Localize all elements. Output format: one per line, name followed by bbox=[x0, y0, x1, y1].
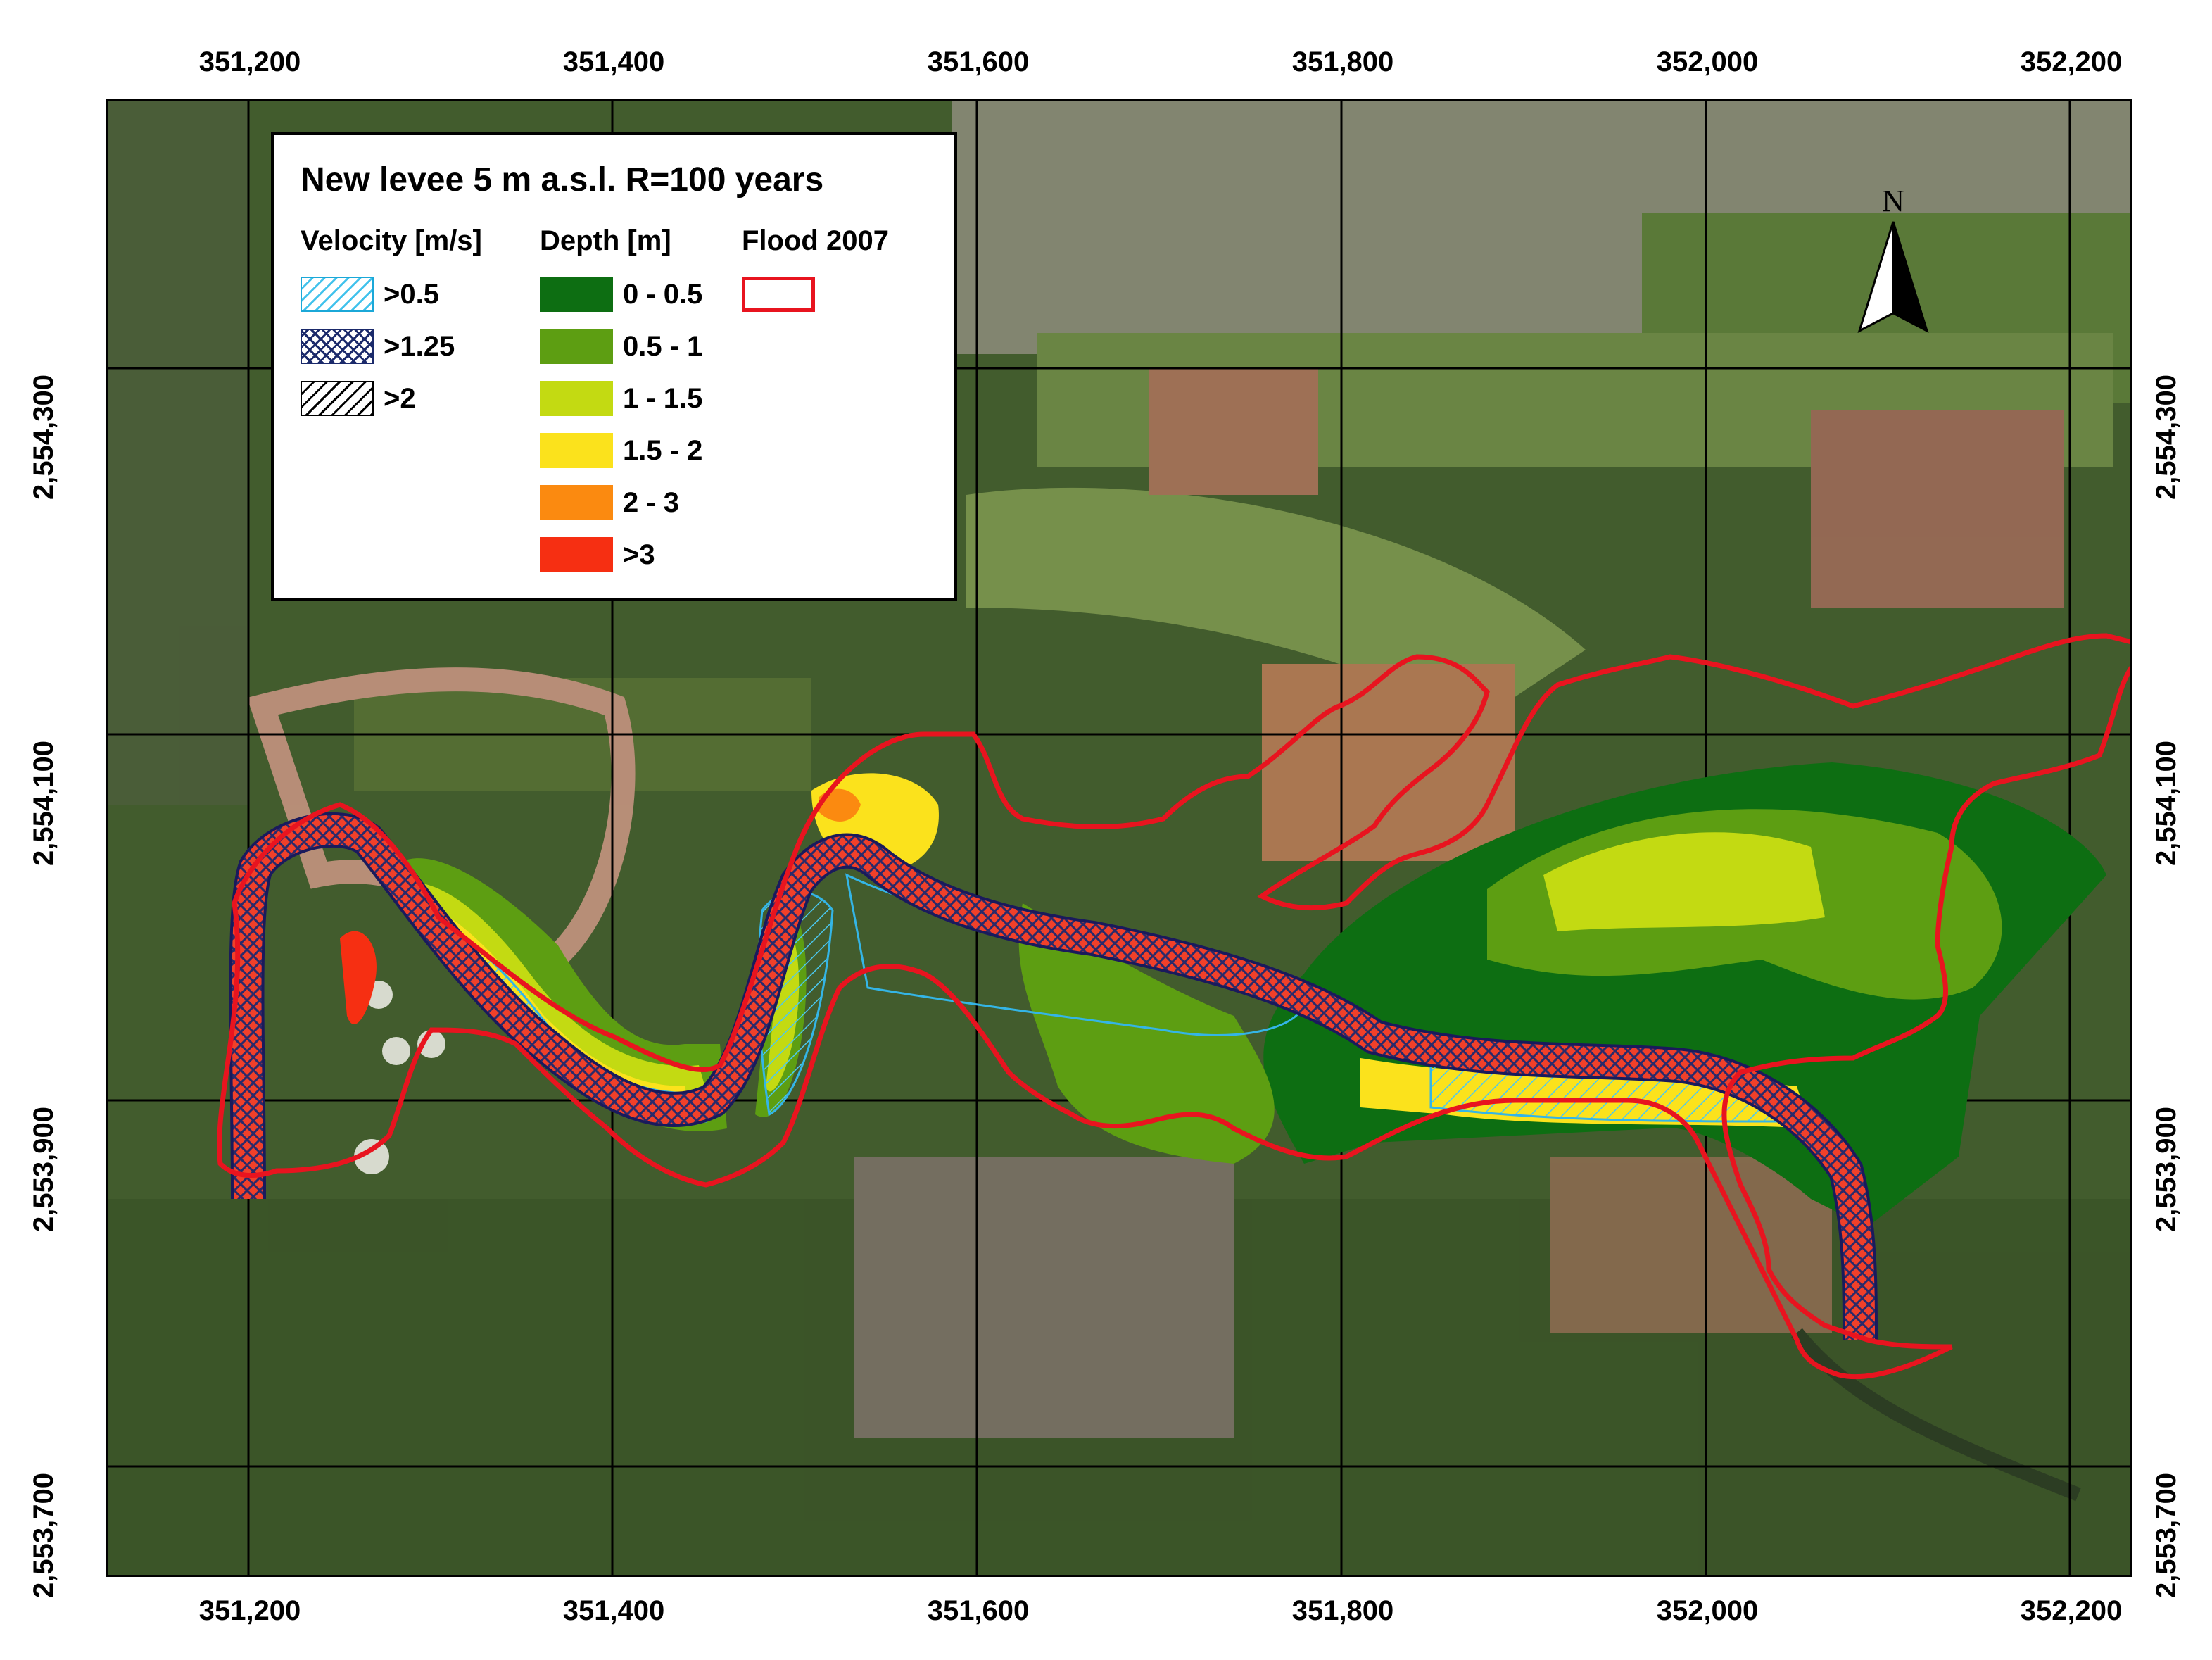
x-tick-top: 351,200 bbox=[198, 46, 301, 77]
north-arrow-icon: N bbox=[1851, 183, 1935, 338]
y-tick-left: 2,554,300 bbox=[28, 375, 59, 500]
map-title: New levee 5 m a.s.l. R=100 years bbox=[301, 161, 824, 199]
depth-1-1.5-area-west bbox=[410, 882, 713, 1119]
depth-label: >3 bbox=[623, 539, 655, 570]
legend-depth-item: >3 bbox=[540, 536, 655, 573]
x-tick-bottom: 351,600 bbox=[927, 1595, 1030, 1626]
depth-label: 1.5 - 2 bbox=[623, 434, 703, 466]
legend-velocity-item: >0.5 bbox=[301, 276, 439, 313]
x-tick-bottom: 351,200 bbox=[198, 1595, 301, 1626]
y-tick-left: 2,554,100 bbox=[28, 741, 59, 866]
depth-swatch bbox=[540, 485, 613, 520]
depth-2-3-area bbox=[819, 788, 861, 822]
velocity-0.5-swatch bbox=[301, 277, 374, 312]
y-tick-right: 2,554,300 bbox=[2151, 375, 2182, 500]
x-tick-bottom: 351,400 bbox=[562, 1595, 665, 1626]
legend-depth-item: 0.5 - 1 bbox=[540, 328, 702, 365]
depth-label: 1 - 1.5 bbox=[623, 382, 703, 414]
x-tick-top: 352,200 bbox=[2020, 46, 2123, 77]
legend-depth-item: 1 - 1.5 bbox=[540, 380, 702, 417]
y-tick-right: 2,554,100 bbox=[2151, 741, 2182, 866]
depth-0.5-1-area-mid bbox=[1018, 903, 1275, 1164]
x-tick-top: 351,400 bbox=[562, 46, 665, 77]
legend-velocity-item: >1.25 bbox=[301, 328, 455, 365]
depth-label: 0.5 - 1 bbox=[623, 330, 703, 362]
legend-depth-item: 0 - 0.5 bbox=[540, 276, 702, 313]
y-tick-left: 2,553,900 bbox=[28, 1107, 59, 1232]
depth-swatch bbox=[540, 433, 613, 468]
legend-depth-item: 1.5 - 2 bbox=[540, 432, 702, 469]
depth-1-1.5-area bbox=[1543, 832, 1825, 931]
x-tick-bottom: 352,000 bbox=[1656, 1595, 1759, 1626]
y-tick-right: 2,553,700 bbox=[2151, 1473, 2182, 1598]
flood-2007-swatch bbox=[742, 277, 815, 312]
depth-swatch bbox=[540, 537, 613, 572]
depth-label: 0 - 0.5 bbox=[623, 278, 703, 310]
depth-greater-3-edge bbox=[340, 931, 377, 1024]
y-tick-right: 2,553,900 bbox=[2151, 1107, 2182, 1232]
x-tick-bottom: 351,800 bbox=[1291, 1595, 1394, 1626]
legend-depth-item: 2 - 3 bbox=[540, 484, 679, 521]
flood-heading: Flood 2007 bbox=[742, 225, 889, 256]
flood-2007-outline bbox=[217, 633, 2130, 1380]
velocity-1.25-swatch bbox=[301, 329, 374, 364]
x-tick-bottom: 352,200 bbox=[2020, 1595, 2123, 1626]
depth-swatch bbox=[540, 381, 613, 416]
depth-swatch bbox=[540, 277, 613, 312]
legend-velocity-item: >2 bbox=[301, 380, 416, 417]
velocity-2-swatch bbox=[301, 381, 374, 416]
legend-panel: New levee 5 m a.s.l. R=100 years Velocit… bbox=[271, 132, 957, 601]
depth-swatch bbox=[540, 329, 613, 364]
velocity-heading: Velocity [m/s] bbox=[301, 225, 482, 256]
legend-flood-item bbox=[742, 276, 825, 313]
y-tick-left: 2,553,700 bbox=[28, 1473, 59, 1598]
x-tick-top: 352,000 bbox=[1656, 46, 1759, 77]
x-tick-top: 351,600 bbox=[927, 46, 1030, 77]
river-velocity-crosshatch bbox=[232, 815, 1875, 1340]
depth-label: 2 - 3 bbox=[623, 486, 680, 518]
depth-heading: Depth [m] bbox=[540, 225, 671, 256]
x-tick-top: 351,800 bbox=[1291, 46, 1394, 77]
